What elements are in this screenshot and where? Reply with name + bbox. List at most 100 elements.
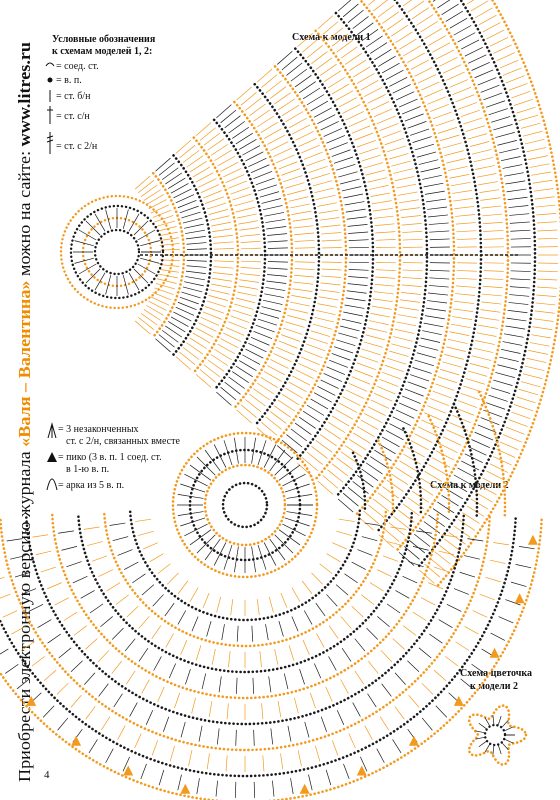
stitch (468, 446, 487, 456)
stitch (35, 550, 52, 556)
stitch (492, 715, 495, 725)
stitch (232, 371, 250, 384)
stitch (269, 411, 287, 424)
stitch (360, 419, 379, 430)
stitch (478, 14, 497, 26)
stitch (479, 189, 500, 193)
stitch (522, 373, 543, 380)
chain-row (50, 513, 440, 700)
chain-row (427, 414, 451, 517)
stitch (404, 113, 424, 122)
stitch (502, 434, 522, 443)
stitch (345, 208, 366, 213)
stitch (292, 124, 311, 135)
stitch (257, 184, 278, 192)
stitch (232, 126, 250, 139)
stitch (261, 703, 264, 720)
stitch (208, 209, 229, 215)
stitch (87, 541, 103, 546)
stitch (269, 449, 286, 472)
stitch (474, 69, 494, 79)
stitch (291, 295, 312, 300)
stitch (74, 240, 94, 247)
stitch (315, 57, 333, 70)
chain-row (395, 0, 510, 552)
stitch (346, 216, 367, 220)
stitch (230, 187, 250, 195)
stitch (536, 221, 557, 224)
stitch (143, 189, 161, 201)
stitch (524, 365, 545, 372)
stitch (437, 0, 451, 9)
stitch (458, 519, 476, 531)
chain-row (253, 82, 321, 428)
stitch (495, 372, 515, 378)
stitch (211, 221, 231, 227)
stitch (340, 178, 360, 185)
stitch (369, 582, 384, 592)
legend-item: в 1-ю в. п. (66, 464, 109, 475)
stitch (234, 781, 237, 798)
stitch (235, 297, 256, 304)
stitch (432, 508, 450, 521)
stitch (348, 268, 369, 271)
stitch (533, 318, 554, 322)
stitch (263, 444, 277, 468)
stitch (484, 717, 490, 726)
stitch (513, 404, 534, 412)
stitch (389, 153, 409, 160)
stitch (474, 491, 493, 503)
stitch (290, 301, 310, 307)
stitch (428, 285, 449, 288)
stitch (486, 402, 506, 410)
stitch (291, 210, 312, 215)
stitch (342, 396, 361, 406)
stitch (267, 247, 288, 249)
stitch (319, 289, 340, 293)
stitch (280, 592, 288, 608)
stitch (373, 108, 393, 118)
stitch (489, 559, 506, 564)
stitch (516, 396, 536, 404)
symbol-picot (47, 452, 57, 462)
stitch (158, 237, 179, 241)
stitch (158, 769, 165, 786)
stitch (392, 739, 402, 754)
stitch (211, 283, 231, 289)
stitch (442, 436, 462, 446)
stitch (428, 514, 446, 527)
stitch (418, 527, 436, 541)
stitch (180, 721, 186, 738)
stitch (269, 538, 286, 561)
stitch (368, 0, 376, 6)
stitch (490, 116, 511, 123)
stitch (317, 303, 338, 308)
stitch (189, 529, 212, 546)
chain-row (354, 0, 456, 517)
stitch (310, 398, 329, 410)
stitch (265, 219, 286, 223)
stitch (298, 81, 316, 94)
stitch (343, 311, 363, 317)
stitch (395, 31, 413, 43)
stitch (181, 211, 201, 219)
stitch (277, 50, 293, 65)
stitch (294, 239, 315, 242)
stitch (157, 226, 177, 232)
flower (467, 704, 528, 766)
stitch (432, 390, 452, 399)
stitch (378, 443, 396, 455)
stitch (85, 638, 98, 650)
stitch (14, 571, 31, 578)
stitch (259, 191, 280, 198)
stitch (195, 645, 202, 661)
chain-row (128, 509, 362, 622)
stitch (278, 161, 298, 170)
stitch (466, 0, 475, 5)
stitch (2, 610, 18, 618)
stitch (352, 481, 369, 494)
stitch (89, 603, 104, 614)
stitch (11, 626, 26, 635)
stitch (16, 678, 30, 690)
stitch (356, 139, 376, 148)
